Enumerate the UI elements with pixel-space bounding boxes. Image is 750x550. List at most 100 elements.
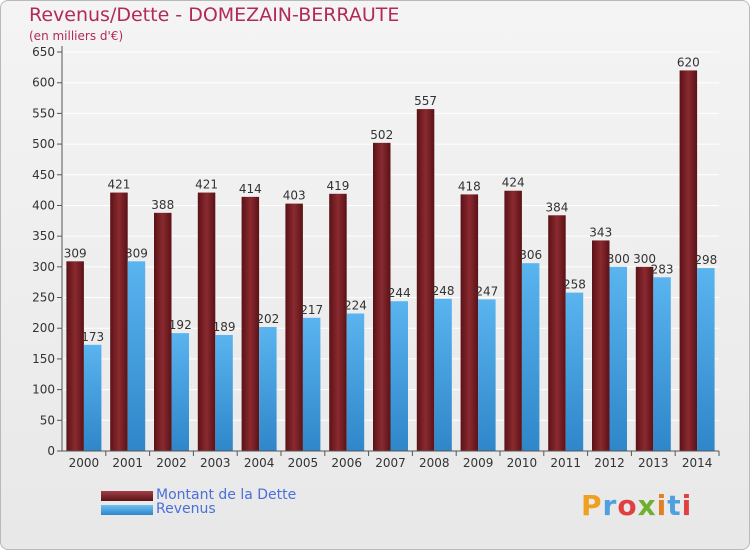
y-tick-label: 200: [32, 321, 55, 335]
y-tick-label: 650: [32, 45, 55, 59]
logo-letter: P: [581, 489, 603, 522]
proxiti-logo: Proxiti: [581, 489, 692, 522]
y-tick-label: 300: [32, 260, 55, 274]
logo-letter: o: [617, 489, 638, 522]
data-label-debt: 403: [283, 189, 306, 203]
bar-debt: [416, 109, 435, 451]
bar-revenue: [609, 266, 627, 451]
bar-debt: [197, 192, 216, 451]
bar-revenue: [259, 327, 277, 451]
logo-letter: x: [637, 489, 657, 522]
data-label-revenue: 309: [125, 246, 148, 260]
y-tick-label: 0: [47, 444, 55, 458]
bar-revenue: [215, 334, 233, 451]
x-tick-label: 2001: [112, 456, 143, 470]
legend-label-revenue: Revenus: [156, 501, 216, 517]
logo-letter: i: [681, 489, 693, 522]
data-label-debt: 502: [370, 128, 393, 142]
bar-revenue: [521, 263, 540, 451]
x-tick-label: 2010: [507, 456, 538, 470]
bar-debt: [154, 212, 172, 451]
x-tick-label: 2011: [550, 456, 581, 470]
y-tick-label: 250: [32, 291, 55, 305]
x-tick-label: 2012: [594, 456, 625, 470]
data-label-debt: 300: [633, 252, 656, 266]
x-tick-label: 2006: [331, 456, 362, 470]
y-tick-label: 100: [32, 383, 55, 397]
bar-revenue: [127, 261, 146, 451]
y-tick-label: 500: [32, 137, 55, 151]
bar-revenue: [478, 299, 496, 451]
data-label-revenue: 189: [213, 320, 236, 334]
data-label-revenue: 300: [607, 252, 630, 266]
y-tick-label: 400: [32, 198, 55, 212]
bars: [66, 70, 715, 452]
bar-revenue: [390, 301, 408, 451]
bar-debt: [66, 261, 84, 451]
data-label-debt: 557: [414, 94, 437, 108]
bar-debt: [373, 142, 391, 451]
data-label-debt: 421: [107, 178, 130, 192]
data-label-revenue: 298: [694, 253, 717, 267]
bar-revenue: [171, 333, 189, 451]
data-label-revenue: 224: [344, 298, 367, 312]
data-label-debt: 384: [545, 200, 568, 214]
bar-debt: [592, 240, 610, 451]
y-tick-label: 350: [32, 229, 55, 243]
bar-revenue: [697, 268, 715, 451]
bar-revenue: [653, 277, 671, 451]
data-label-debt: 419: [326, 179, 349, 193]
x-tick-label: 2000: [69, 456, 100, 470]
data-label-revenue: 173: [81, 330, 104, 344]
legend-label-debt: Montant de la Dette: [156, 487, 297, 503]
data-label-revenue: 306: [519, 248, 542, 262]
x-tick-label: 2003: [200, 456, 231, 470]
bar-revenue: [346, 313, 365, 451]
x-tick-label: 2004: [244, 456, 275, 470]
x-tick-label: 2013: [638, 456, 669, 470]
bar-revenue: [83, 344, 102, 451]
data-label-debt: 620: [677, 55, 700, 69]
y-tick-label: 450: [32, 168, 55, 182]
x-tick-label: 2005: [288, 456, 319, 470]
logo-letter: i: [656, 489, 668, 522]
data-label-revenue: 217: [300, 303, 323, 317]
axes: 0 50 100 150 200 250 300 350 400 450 500 550 600 650 2…: [32, 45, 720, 470]
bar-revenue: [434, 298, 452, 451]
data-label-revenue: 192: [169, 318, 192, 332]
chart-title: Revenus/Dette - DOMEZAIN-BERRAUTE: [29, 4, 400, 26]
chart-subtitle: (en milliers d'€): [29, 29, 124, 43]
data-label-revenue: 202: [256, 312, 279, 326]
x-tick-label: 2007: [375, 456, 406, 470]
logo-letter: r: [602, 489, 618, 522]
y-tick-label: 50: [40, 413, 55, 427]
data-label-debt: 421: [195, 178, 218, 192]
legend-swatch-revenue: [101, 505, 153, 515]
data-label-debt: 418: [458, 179, 481, 193]
bar-debt: [548, 215, 566, 451]
bar-debt: [241, 196, 260, 451]
data-labels: 309 173 421 309 388 192 421 189 414 202 403 217 419 2…: [64, 55, 718, 343]
bar-debt: [635, 266, 654, 451]
bar-debt: [504, 190, 522, 451]
bar-debt: [329, 193, 347, 451]
data-label-revenue: 247: [475, 284, 498, 298]
x-tick-label: 2009: [463, 456, 494, 470]
logo-letter: t: [667, 489, 682, 522]
data-label-debt: 414: [239, 182, 262, 196]
data-label-debt: 388: [151, 198, 174, 212]
data-label-debt: 424: [502, 176, 525, 190]
x-tick-label: 2014: [682, 456, 713, 470]
x-tick-label: 2002: [156, 456, 187, 470]
bar-debt: [110, 192, 128, 451]
bar-debt: [285, 203, 303, 451]
data-label-revenue: 248: [432, 284, 455, 298]
bar-debt: [679, 70, 698, 452]
y-tick-label: 600: [32, 76, 55, 90]
bar-debt: [460, 194, 479, 452]
bar-revenue: [302, 317, 321, 451]
data-label-revenue: 258: [563, 278, 586, 292]
y-tick-label: 550: [32, 106, 55, 120]
